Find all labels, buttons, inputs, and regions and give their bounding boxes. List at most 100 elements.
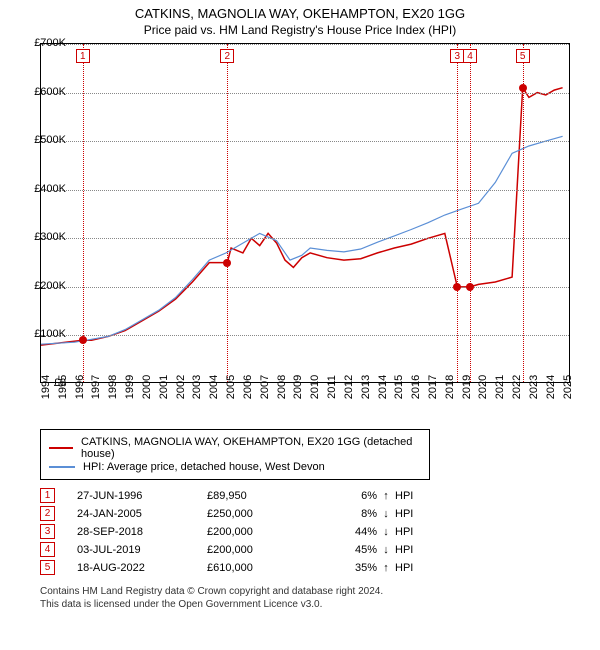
transaction-point <box>223 259 231 267</box>
transaction-pct: 35% <box>317 562 377 574</box>
x-axis-label: 2024 <box>545 375 557 399</box>
y-gridline <box>41 44 569 45</box>
transaction-row: 518-AUG-2022£610,00035%↑HPI <box>40 560 600 575</box>
transaction-price: £250,000 <box>207 508 317 520</box>
transaction-number-box: 1 <box>40 488 55 503</box>
legend-label: CATKINS, MAGNOLIA WAY, OKEHAMPTON, EX20 … <box>81 436 421 460</box>
x-axis-label: 2013 <box>360 375 372 399</box>
transaction-hpi-label: HPI <box>395 526 425 538</box>
transaction-row: 4 03-JUL-2019£200,00045%↓HPI <box>40 542 600 557</box>
x-axis-label: 2001 <box>158 375 170 399</box>
x-axis-label: 2003 <box>191 375 203 399</box>
x-axis-label: 2011 <box>326 375 338 399</box>
legend-label: HPI: Average price, detached house, West… <box>83 461 325 473</box>
transaction-price: £200,000 <box>207 544 317 556</box>
x-axis-label: 1994 <box>40 375 52 399</box>
transaction-point <box>79 336 87 344</box>
x-axis-label: 2014 <box>377 375 389 399</box>
transaction-arrow-icon: ↑ <box>377 490 395 502</box>
marker-vline <box>470 44 471 382</box>
y-gridline <box>41 141 569 142</box>
y-axis-label: £500K <box>34 134 66 146</box>
title-address: CATKINS, MAGNOLIA WAY, OKEHAMPTON, EX20 … <box>0 6 600 21</box>
transaction-price: £610,000 <box>207 562 317 574</box>
x-axis-label: 2015 <box>393 375 405 399</box>
x-axis-label: 2021 <box>494 375 506 399</box>
y-axis-label: £400K <box>34 183 66 195</box>
marker-vline <box>457 44 458 382</box>
x-axis-label: 1997 <box>90 375 102 399</box>
marker-label-box: 1 <box>76 49 90 63</box>
series-line <box>41 136 563 344</box>
x-axis-label: 2025 <box>562 375 574 399</box>
title-block: CATKINS, MAGNOLIA WAY, OKEHAMPTON, EX20 … <box>0 0 600 39</box>
transaction-number-box: 4 <box>40 542 55 557</box>
footer: Contains HM Land Registry data © Crown c… <box>40 585 600 611</box>
x-axis-label: 2006 <box>242 375 254 399</box>
transaction-pct: 44% <box>317 526 377 538</box>
footer-line2: This data is licensed under the Open Gov… <box>40 598 600 611</box>
marker-vline <box>227 44 228 382</box>
x-axis-label: 1998 <box>107 375 119 399</box>
x-axis-label: 2023 <box>528 375 540 399</box>
marker-label-box: 4 <box>463 49 477 63</box>
x-axis-label: 2008 <box>276 375 288 399</box>
line-series-svg <box>41 44 571 384</box>
y-axis-label: £200K <box>34 280 66 292</box>
transaction-hpi-label: HPI <box>395 562 425 574</box>
transaction-row: 1 27-JUN-1996£89,9506%↑HPI <box>40 488 600 503</box>
transaction-pct: 8% <box>317 508 377 520</box>
transactions-table: 127-JUN-1996£89,9506%↑HPI224-JAN-2005£25… <box>40 488 600 575</box>
title-subtitle: Price paid vs. HM Land Registry's House … <box>0 23 600 37</box>
y-gridline <box>41 238 569 239</box>
legend-row: HPI: Average price, detached house, West… <box>49 461 421 473</box>
legend-swatch <box>49 466 75 468</box>
legend: CATKINS, MAGNOLIA WAY, OKEHAMPTON, EX20 … <box>40 429 430 480</box>
transaction-hpi-label: HPI <box>395 490 425 502</box>
x-axis-label: 2000 <box>141 375 153 399</box>
y-axis-label: £700K <box>34 37 66 49</box>
x-axis-label: 1999 <box>124 375 136 399</box>
x-axis-label: 2010 <box>309 375 321 399</box>
x-axis-label: 2007 <box>259 375 271 399</box>
transaction-date: 18-AUG-2022 <box>77 562 207 574</box>
transaction-hpi-label: HPI <box>395 544 425 556</box>
marker-label-box: 5 <box>516 49 530 63</box>
transaction-hpi-label: HPI <box>395 508 425 520</box>
x-axis-label: 2020 <box>477 375 489 399</box>
chart-container: CATKINS, MAGNOLIA WAY, OKEHAMPTON, EX20 … <box>0 0 600 650</box>
y-gridline <box>41 93 569 94</box>
x-axis-label: 2019 <box>461 375 473 399</box>
x-axis-label: 2004 <box>208 375 220 399</box>
transaction-point <box>453 283 461 291</box>
marker-label-box: 2 <box>220 49 234 63</box>
transaction-pct: 6% <box>317 490 377 502</box>
x-axis-label: 2009 <box>292 375 304 399</box>
y-axis-label: £100K <box>34 328 66 340</box>
transaction-pct: 45% <box>317 544 377 556</box>
y-axis-label: £300K <box>34 231 66 243</box>
transaction-arrow-icon: ↓ <box>377 544 395 556</box>
transaction-point <box>466 283 474 291</box>
y-axis-label: £600K <box>34 86 66 98</box>
transaction-price: £89,950 <box>207 490 317 502</box>
transaction-point <box>519 84 527 92</box>
transaction-price: £200,000 <box>207 526 317 538</box>
transaction-arrow-icon: ↓ <box>377 508 395 520</box>
y-gridline <box>41 190 569 191</box>
y-gridline <box>41 335 569 336</box>
transaction-date: 28-SEP-2018 <box>77 526 207 538</box>
series-line <box>41 88 563 345</box>
transaction-arrow-icon: ↑ <box>377 562 395 574</box>
transaction-date: 27-JUN-1996 <box>77 490 207 502</box>
transaction-date: 03-JUL-2019 <box>77 544 207 556</box>
transaction-arrow-icon: ↓ <box>377 526 395 538</box>
x-axis-label: 2005 <box>225 375 237 399</box>
x-axis-label: 2016 <box>410 375 422 399</box>
transaction-number-box: 2 <box>40 506 55 521</box>
y-gridline <box>41 287 569 288</box>
transaction-date: 24-JAN-2005 <box>77 508 207 520</box>
transaction-row: 2 24-JAN-2005£250,0008%↓HPI <box>40 506 600 521</box>
marker-vline <box>523 44 524 382</box>
plot-region: 12345 <box>40 43 570 383</box>
